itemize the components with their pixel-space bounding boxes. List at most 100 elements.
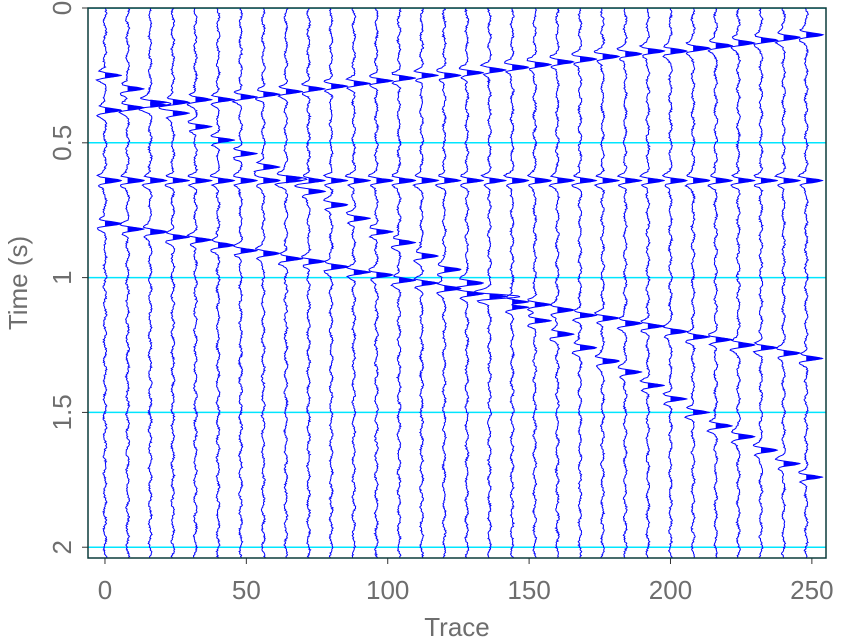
- trace: [548, 8, 576, 558]
- wavelet-fill: [738, 433, 756, 440]
- wavelet-fill: [195, 96, 213, 103]
- wavelet-fill: [104, 177, 123, 184]
- wavelet-fill: [376, 78, 394, 84]
- wavelet-fill: [218, 96, 236, 103]
- wavelet-fill: [760, 37, 779, 44]
- wavelet-fill: [512, 299, 530, 305]
- wavelet-fill: [399, 177, 417, 184]
- wavelet-fill: [104, 72, 123, 79]
- wavelet-fill: [376, 229, 394, 235]
- trace: [138, 8, 172, 558]
- wavelet-fill: [783, 460, 801, 467]
- wavelet-fill: [806, 474, 824, 480]
- wavelet-fill: [534, 61, 552, 68]
- y-tick-label: 1: [47, 270, 77, 284]
- x-tick-label: 100: [366, 575, 409, 605]
- trace: [274, 8, 308, 558]
- wavelet-fill: [285, 88, 304, 95]
- wavelet-fill: [738, 40, 756, 46]
- wavelet-fill: [647, 177, 666, 184]
- trace: [158, 8, 189, 558]
- wavelet-fill: [399, 239, 417, 246]
- x-tick-label: 250: [790, 575, 833, 605]
- wavelet-fill: [308, 177, 326, 184]
- wavelet-fill: [466, 280, 485, 286]
- wavelet-fill: [195, 123, 213, 130]
- wavelet-fill: [308, 86, 326, 92]
- plot-area: [88, 8, 826, 558]
- wavelet-fill: [580, 344, 598, 351]
- wavelet-fill: [218, 242, 236, 249]
- wavelet-fill: [127, 226, 145, 232]
- y-tick-label: 0: [47, 1, 77, 15]
- wavelet-fill: [172, 234, 191, 240]
- trace: [390, 8, 417, 558]
- wavelet-fill: [331, 202, 349, 208]
- wavelet-fill: [783, 34, 801, 41]
- wavelet-fill: [512, 64, 530, 71]
- trace: [118, 8, 145, 558]
- wavelet-fill: [534, 317, 552, 324]
- wavelet-fill: [670, 48, 688, 54]
- wavelet-fill: [806, 32, 824, 38]
- wavelet-fill: [760, 177, 779, 184]
- wavelet-fill: [670, 328, 688, 335]
- x-tick-label: 200: [649, 575, 692, 605]
- wavelet-fill: [715, 336, 733, 343]
- wavelet-fill: [647, 323, 666, 329]
- wavelet-fill: [738, 177, 756, 184]
- wavelet-fill: [489, 293, 507, 300]
- trace: [797, 8, 825, 558]
- wavelet-fill: [512, 304, 530, 311]
- wavelet-fill: [421, 253, 439, 259]
- wavelet-fill: [240, 94, 258, 100]
- wavelet-fill: [466, 177, 485, 184]
- wavelet-fill: [104, 220, 123, 227]
- trace: [434, 8, 462, 558]
- wavelet-fill: [263, 164, 281, 170]
- trace: [571, 8, 598, 558]
- wavelet-fill: [127, 104, 145, 111]
- wavelet-fill: [240, 150, 258, 157]
- trace: [186, 8, 211, 558]
- wavelet-fill: [534, 177, 552, 184]
- plot-frame: [87, 7, 827, 559]
- wavelet-fill: [353, 215, 371, 222]
- wavelet-fill: [647, 48, 666, 54]
- wavelet-fill: [625, 320, 643, 327]
- x-tick-label: 50: [232, 575, 261, 605]
- y-tick-label: 2: [47, 540, 77, 554]
- wavelet-fill: [150, 229, 168, 235]
- y-axis-label: Time (s): [3, 236, 33, 330]
- trace: [706, 8, 734, 558]
- wavelet-fill: [218, 177, 236, 184]
- wavelet-fill: [444, 285, 462, 292]
- wavelet-fill: [489, 177, 507, 184]
- trace: [231, 8, 258, 558]
- wavelet-fill: [285, 255, 304, 262]
- wavelet-fill: [806, 355, 824, 362]
- wavelet-fill: [172, 99, 191, 106]
- y-tick-label: 0.5: [47, 125, 77, 161]
- wavelet-fill: [285, 175, 304, 181]
- wavelet-fill: [172, 177, 191, 184]
- wavelet-fill: [806, 177, 824, 184]
- wavelet-fill: [218, 137, 236, 143]
- wavelet-fill: [263, 250, 281, 257]
- wavelet-fill: [376, 177, 394, 184]
- wavelet-fill: [557, 177, 575, 184]
- trace: [209, 8, 234, 558]
- trace: [661, 8, 689, 558]
- wavelet-fill: [670, 396, 688, 402]
- wavelet-fill: [738, 342, 756, 348]
- wavelet-fill: [625, 369, 643, 375]
- trace: [473, 8, 521, 558]
- trace: [526, 8, 552, 558]
- wavelet-fill: [308, 188, 326, 195]
- wavelet-fill: [760, 344, 779, 351]
- trace: [367, 8, 394, 558]
- wavelet-fill: [670, 177, 688, 184]
- x-tick-label: 0: [98, 575, 112, 605]
- trace: [616, 8, 643, 558]
